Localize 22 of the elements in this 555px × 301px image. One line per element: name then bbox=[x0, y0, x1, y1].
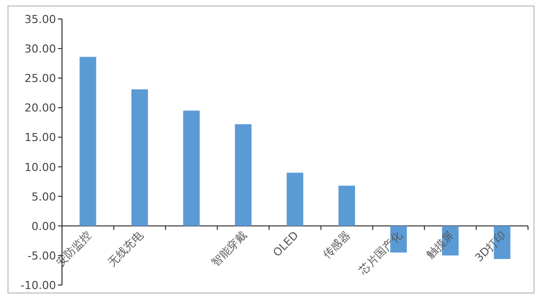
x-tick-label: 3D打印 bbox=[472, 228, 508, 265]
bar bbox=[286, 172, 304, 226]
x-tick-label: 无线充电 bbox=[105, 228, 146, 270]
x-tick-label: 芯片国产化 bbox=[356, 228, 405, 278]
bar bbox=[131, 89, 148, 226]
bar bbox=[234, 124, 252, 226]
y-tick-label: 5.00 bbox=[32, 190, 56, 204]
x-tick-label: 智能穿戴 bbox=[209, 228, 250, 270]
bar bbox=[338, 186, 356, 226]
y-tick-label: 0.00 bbox=[32, 220, 56, 233]
y-tick-label: 20.00 bbox=[24, 102, 56, 115]
x-tick-label: 传感器 bbox=[320, 228, 353, 262]
y-tick-label: 35.00 bbox=[24, 13, 56, 26]
y-tick-label: 30.00 bbox=[24, 42, 56, 56]
y-tick-label: -10.00 bbox=[20, 279, 56, 292]
y-tick-label: 25.00 bbox=[24, 72, 56, 86]
bar bbox=[183, 110, 200, 226]
bar bbox=[80, 56, 96, 226]
y-tick-label: -5.00 bbox=[28, 249, 56, 262]
x-tick-label: 触摸屏 bbox=[424, 228, 456, 262]
y-tick-label: 10.00 bbox=[24, 160, 56, 174]
y-tick-label: 15.00 bbox=[24, 131, 56, 144]
